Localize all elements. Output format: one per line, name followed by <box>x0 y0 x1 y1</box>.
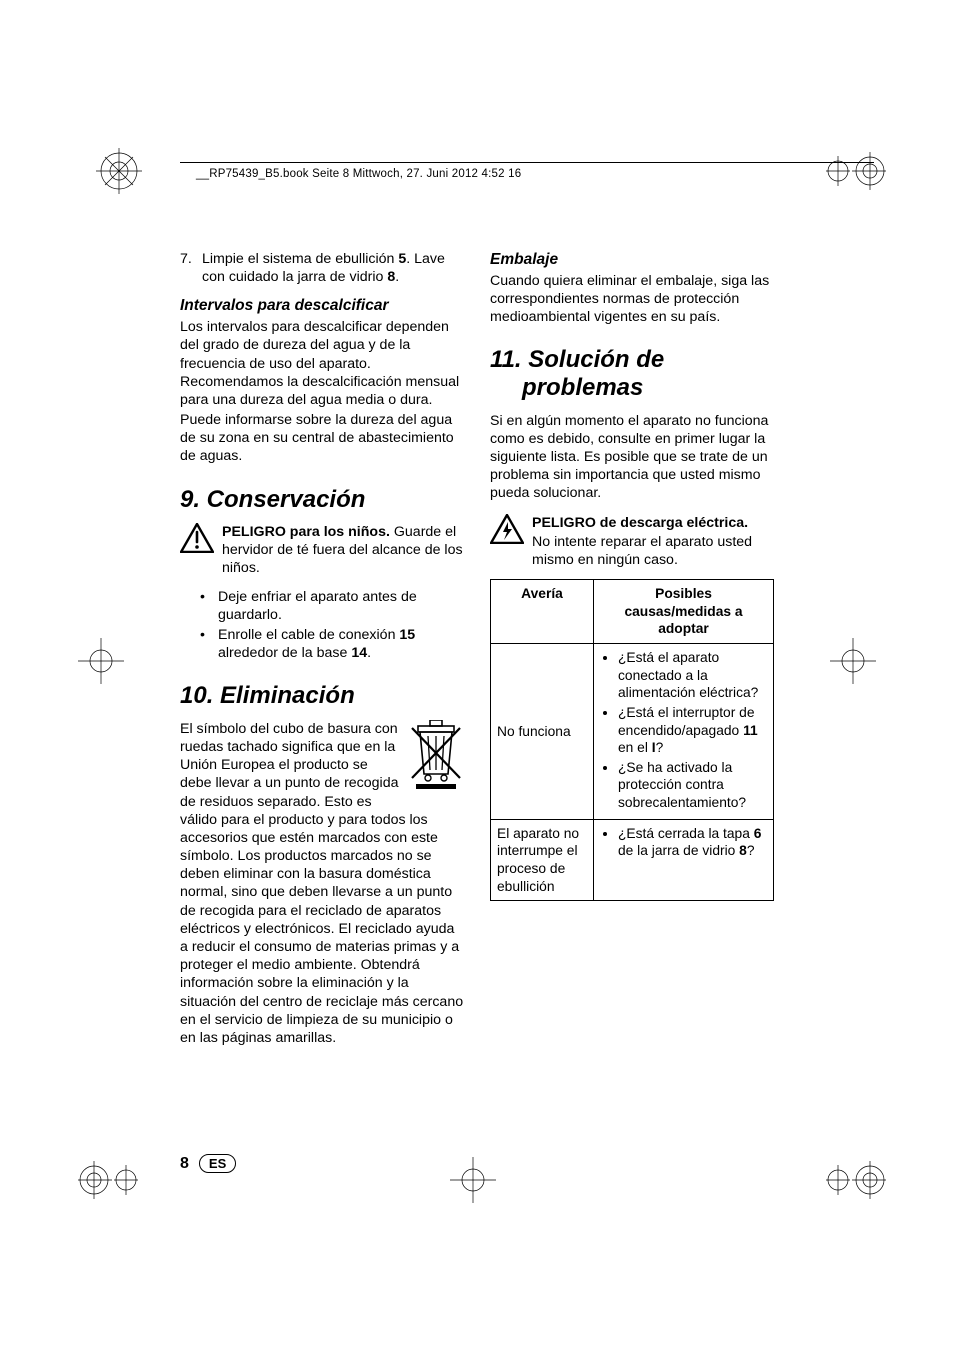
heading-10: 10. Eliminación <box>180 682 464 710</box>
list-item: • Deje enfriar el aparato antes de guard… <box>180 588 464 624</box>
bullet-icon: • <box>200 626 218 662</box>
left-column: 7. Limpie el sistema de ebullición 5. La… <box>180 250 464 1049</box>
list-item: ¿Se ha activado la protección contra sob… <box>618 759 767 812</box>
page-footer: 8 ES <box>180 1154 236 1173</box>
table-cell: ¿Está cerrada la tapa 6 de la jarra de v… <box>594 819 774 901</box>
table-cell: No funciona <box>491 643 594 819</box>
table-cell: El aparato no interrumpe el proceso de e… <box>491 819 594 901</box>
list-item: ¿Está cerrada la tapa 6 de la jarra de v… <box>618 825 767 860</box>
table-header-causas: Posibles causas/medidas a adoptar <box>594 579 774 643</box>
warning-text: PELIGRO de descarga eléctrica. No intent… <box>532 514 774 569</box>
paragraph: Puede informarse sobre la dureza del agu… <box>180 411 464 466</box>
register-mark-icon <box>826 1157 886 1203</box>
heading-11: 11. Solución de problemas <box>490 346 774 401</box>
subheading-embalaje: Embalaje <box>490 250 774 270</box>
paragraph: Los intervalos para descalcificar depend… <box>180 318 464 409</box>
language-badge: ES <box>199 1154 236 1173</box>
warning-electric-icon <box>490 514 524 544</box>
warning-triangle-icon <box>180 523 214 553</box>
table-row: El aparato no interrumpe el proceso de e… <box>491 819 774 901</box>
warning-electric: PELIGRO de descarga eléctrica. No intent… <box>490 514 774 569</box>
step-number: 7. <box>180 250 202 286</box>
page-number: 8 <box>180 1155 189 1173</box>
bullet-icon: • <box>200 588 218 624</box>
header-rule <box>180 162 874 163</box>
paragraph: Si en algún momento el aparato no funcio… <box>490 412 774 503</box>
weee-bin-icon <box>408 720 464 790</box>
register-mark-icon <box>830 638 876 684</box>
troubleshooting-table: Avería Posibles causas/medidas a adoptar… <box>490 579 774 902</box>
step-7: 7. Limpie el sistema de ebullición 5. La… <box>180 250 464 286</box>
register-mark-icon <box>826 148 886 194</box>
table-cell: ¿Está el aparato conectado a la alimenta… <box>594 643 774 819</box>
register-mark-icon <box>450 1157 496 1203</box>
register-mark-icon <box>78 1157 138 1203</box>
right-column: Embalaje Cuando quiera eliminar el embal… <box>490 250 774 1049</box>
list-item: • Enrolle el cable de conexión 15 alrede… <box>180 626 464 662</box>
register-mark-icon <box>96 148 142 194</box>
table-row: No funciona ¿Está el aparato conectado a… <box>491 643 774 819</box>
paragraph-eliminacion: El símbolo del cubo de basura con ruedas… <box>180 720 464 1047</box>
heading-9: 9. Conservación <box>180 486 464 514</box>
table-header-averia: Avería <box>491 579 594 643</box>
running-header: __RP75439_B5.book Seite 8 Mittwoch, 27. … <box>196 168 521 180</box>
warning-children: PELIGRO para los niños. Guarde el hervid… <box>180 523 464 578</box>
list-item: ¿Está el interruptor de encendido/apagad… <box>618 704 767 757</box>
warning-text: PELIGRO para los niños. Guarde el hervid… <box>222 523 464 578</box>
paragraph: Cuando quiera eliminar el embalaje, siga… <box>490 272 774 327</box>
register-mark-icon <box>78 638 124 684</box>
list-item: ¿Está el aparato conectado a la alimenta… <box>618 649 767 702</box>
step-text: Limpie el sistema de ebullición 5. Lave … <box>202 250 464 286</box>
subheading-intervalos: Intervalos para descalcificar <box>180 296 464 316</box>
